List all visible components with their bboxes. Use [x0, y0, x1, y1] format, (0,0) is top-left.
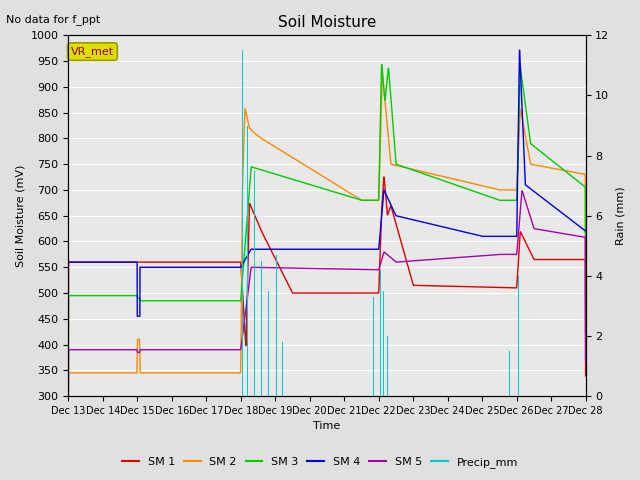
Legend: SM 1, SM 2, SM 3, SM 4, SM 5, Precip_mm: SM 1, SM 2, SM 3, SM 4, SM 5, Precip_mm [118, 452, 522, 472]
X-axis label: Time: Time [314, 421, 340, 432]
Text: No data for f_ppt: No data for f_ppt [6, 14, 100, 25]
Text: VR_met: VR_met [71, 46, 114, 57]
Y-axis label: Rain (mm): Rain (mm) [615, 186, 625, 245]
Title: Soil Moisture: Soil Moisture [278, 15, 376, 30]
Y-axis label: Soil Moisture (mV): Soil Moisture (mV) [15, 165, 25, 267]
